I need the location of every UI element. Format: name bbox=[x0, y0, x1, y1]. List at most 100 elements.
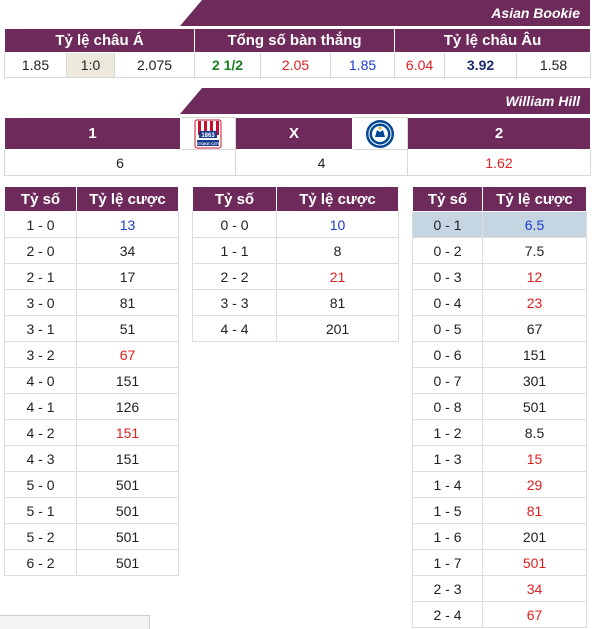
odds-value: 10 bbox=[276, 211, 399, 238]
score-row: 0 - 7 301 bbox=[412, 367, 587, 394]
score-row: 1 - 2 8.5 bbox=[412, 419, 587, 446]
score-row: 1 - 6 201 bbox=[412, 523, 587, 550]
score-value: 2 - 0 bbox=[4, 237, 77, 264]
score-row: 1 - 5 81 bbox=[412, 497, 587, 524]
odds-value: 201 bbox=[276, 315, 399, 342]
score-value: 2 - 4 bbox=[412, 601, 483, 628]
score-value: 0 - 1 bbox=[412, 211, 483, 238]
score-row: 2 - 2 21 bbox=[192, 263, 399, 290]
odds-value: 13 bbox=[76, 211, 179, 238]
odds-header: Tỷ lệ cược bbox=[276, 186, 399, 212]
score-value: 3 - 0 bbox=[4, 289, 77, 316]
asian-handicap-line: 1:0 bbox=[66, 52, 115, 78]
european-odds-header: Tỷ lệ châu Âu bbox=[394, 28, 592, 53]
score-value: 2 - 1 bbox=[4, 263, 77, 290]
total-under-odds: 1.85 bbox=[330, 52, 396, 78]
score-value: 4 - 2 bbox=[4, 419, 77, 446]
chelsea-crest-icon bbox=[366, 119, 394, 148]
score-value: 2 - 3 bbox=[412, 575, 483, 602]
odds-value: 29 bbox=[482, 471, 587, 498]
asian-odds-table: Tỷ lệ châu Á Tổng số bàn thắng Tỷ lệ châ… bbox=[3, 28, 592, 78]
score-value: 1 - 1 bbox=[192, 237, 277, 264]
score-row: 0 - 8 501 bbox=[412, 393, 587, 420]
odds-value: 8.5 bbox=[482, 419, 587, 446]
odds-value: 151 bbox=[482, 341, 587, 368]
score-row: 5 - 1 501 bbox=[4, 497, 179, 524]
odds-value: 15 bbox=[482, 445, 587, 472]
odds-value: 34 bbox=[482, 575, 587, 602]
score-value: 3 - 1 bbox=[4, 315, 77, 342]
odds-value: 6.5 bbox=[482, 211, 587, 238]
total-goals-header: Tổng số bàn thắng bbox=[194, 28, 396, 53]
home-win-header: 1 bbox=[4, 117, 181, 150]
odds-header: Tỷ lệ cược bbox=[482, 186, 587, 212]
score-value: 3 - 2 bbox=[4, 341, 77, 368]
odds-value: 301 bbox=[482, 367, 587, 394]
stoke-logo-banner: STOKE CITY bbox=[196, 141, 220, 146]
score-row: 0 - 6 151 bbox=[412, 341, 587, 368]
odds-header: Tỷ lệ cược bbox=[76, 186, 179, 212]
total-goals-line: 2 1/2 bbox=[194, 52, 262, 78]
odds-value: 67 bbox=[482, 601, 587, 628]
score-row: 1 - 3 15 bbox=[412, 445, 587, 472]
home-win-scores-table: Tỷ số Tỷ lệ cược 1 - 0 13 2 - 0 34 2 - 1 17 3 … bbox=[4, 186, 179, 576]
score-value: 4 - 1 bbox=[4, 393, 77, 420]
odds-value: 7.5 bbox=[482, 237, 587, 264]
score-row: 1 - 7 501 bbox=[412, 549, 587, 576]
score-value: 0 - 3 bbox=[412, 263, 483, 290]
score-row: 0 - 0 10 bbox=[192, 211, 399, 238]
odds-value: 81 bbox=[276, 289, 399, 316]
score-value: 6 - 2 bbox=[4, 549, 77, 576]
score-header: Tỷ số bbox=[192, 186, 277, 212]
score-row: 0 - 2 7.5 bbox=[412, 237, 587, 264]
odds-value: 81 bbox=[482, 497, 587, 524]
odds-value: 501 bbox=[76, 471, 179, 498]
stoke-city-crest-icon: 1863 STOKE CITY bbox=[194, 119, 222, 148]
odds-value: 23 bbox=[482, 289, 587, 316]
odds-value: 12 bbox=[482, 263, 587, 290]
wh-draw-odds: 4 bbox=[235, 149, 408, 176]
odds-value: 501 bbox=[482, 549, 587, 576]
odds-value: 126 bbox=[76, 393, 179, 420]
wh-away-odds: 1.62 bbox=[407, 149, 591, 176]
score-row: 3 - 3 81 bbox=[192, 289, 399, 316]
score-row: 3 - 2 67 bbox=[4, 341, 179, 368]
score-row: 4 - 4 201 bbox=[192, 315, 399, 342]
score-value: 1 - 7 bbox=[412, 549, 483, 576]
score-header: Tỷ số bbox=[412, 186, 483, 212]
william-hill-banner: William Hill bbox=[180, 88, 590, 114]
score-row: 0 - 1 6.5 bbox=[412, 211, 587, 238]
wh-home-odds: 6 bbox=[4, 149, 236, 176]
horizontal-scrollbar[interactable] bbox=[0, 615, 150, 629]
home-team-logo: 1863 STOKE CITY bbox=[180, 117, 236, 150]
odds-value: 8 bbox=[276, 237, 399, 264]
score-row: 2 - 1 17 bbox=[4, 263, 179, 290]
score-row: 0 - 4 23 bbox=[412, 289, 587, 316]
score-value: 0 - 5 bbox=[412, 315, 483, 342]
away-team-logo bbox=[352, 117, 408, 150]
score-value: 1 - 0 bbox=[4, 211, 77, 238]
score-value: 0 - 6 bbox=[412, 341, 483, 368]
asian-away-odds: 2.075 bbox=[113, 52, 196, 78]
score-value: 4 - 0 bbox=[4, 367, 77, 394]
odds-value: 151 bbox=[76, 419, 179, 446]
score-row: 1 - 4 29 bbox=[412, 471, 587, 498]
score-value: 0 - 0 bbox=[192, 211, 277, 238]
odds-value: 51 bbox=[76, 315, 179, 342]
score-row: 4 - 3 151 bbox=[4, 445, 179, 472]
score-value: 0 - 7 bbox=[412, 367, 483, 394]
score-value: 4 - 4 bbox=[192, 315, 277, 342]
score-value: 0 - 2 bbox=[412, 237, 483, 264]
score-row: 1 - 0 13 bbox=[4, 211, 179, 238]
euro-away-odds: 1.58 bbox=[516, 52, 592, 78]
score-row: 0 - 5 67 bbox=[412, 315, 587, 342]
asian-bookie-banner: Asian Bookie bbox=[180, 0, 590, 26]
score-value: 0 - 8 bbox=[412, 393, 483, 420]
score-value: 5 - 1 bbox=[4, 497, 77, 524]
score-value: 5 - 2 bbox=[4, 523, 77, 550]
odds-value: 201 bbox=[482, 523, 587, 550]
score-row: 2 - 3 34 bbox=[412, 575, 587, 602]
draw-header: X bbox=[235, 117, 353, 150]
